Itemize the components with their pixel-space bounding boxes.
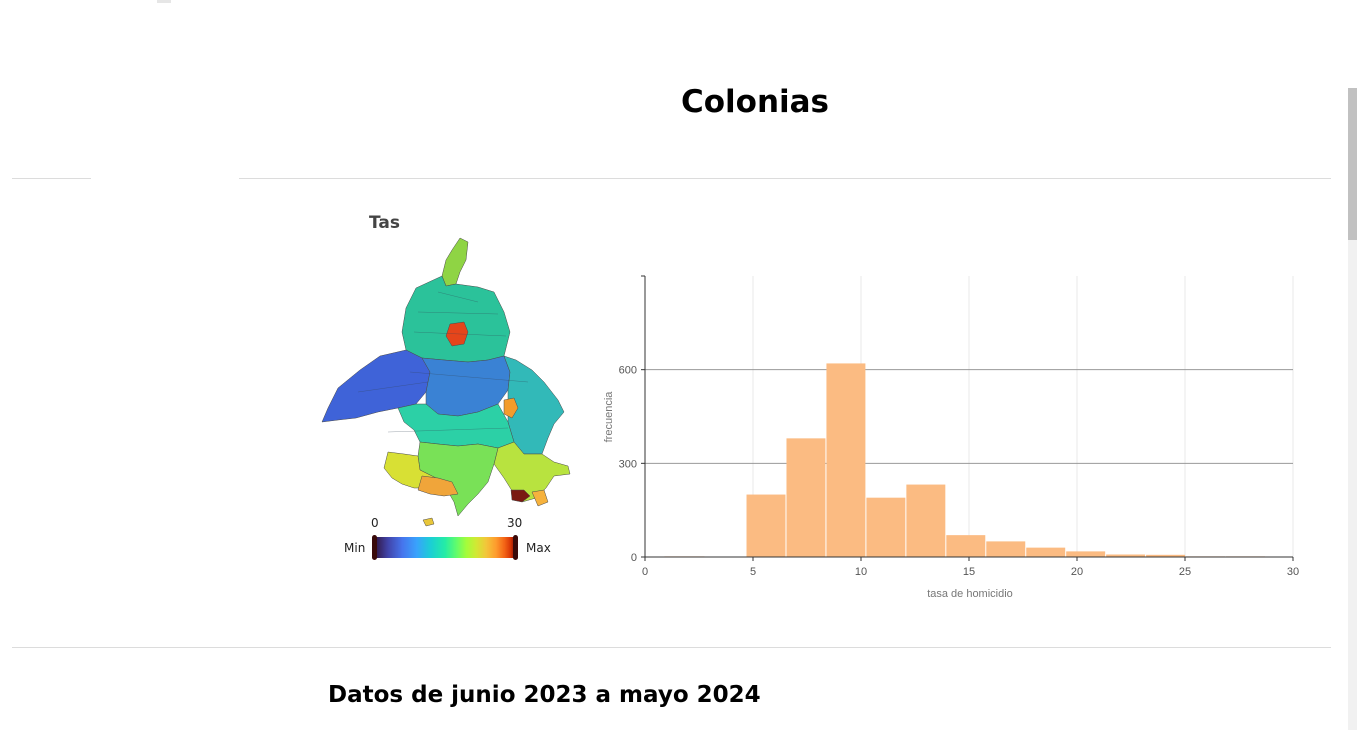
map-region-south-orange	[417, 475, 459, 497]
histogram-bar[interactable]	[946, 535, 986, 557]
histogram-bars	[664, 363, 1265, 557]
map-region-southeast-hotspot	[510, 489, 531, 503]
legend-max-value: 30	[507, 516, 523, 530]
x-axis-label: tasa de homicidio	[927, 588, 1013, 600]
choropleth-map[interactable]	[318, 232, 578, 532]
x-tick-label: 10	[855, 566, 867, 578]
legend-max-handle[interactable]	[513, 535, 518, 560]
y-tick-label: 0	[631, 552, 637, 564]
map-region-hotspot-east	[503, 397, 519, 419]
histogram-bar[interactable]	[866, 497, 906, 557]
y-tick-label: 600	[619, 365, 637, 377]
map-region-islet	[422, 517, 435, 527]
divider-bottom	[12, 647, 1331, 648]
histogram-bar[interactable]	[1066, 551, 1106, 557]
scrollbar-thumb[interactable]	[1348, 88, 1357, 240]
y-axis-label: frecuencia	[603, 391, 615, 443]
histogram-bar[interactable]	[746, 494, 786, 557]
legend-min-label: Min	[344, 541, 366, 555]
legend-min-value: 0	[371, 516, 379, 530]
histogram-bar[interactable]	[906, 484, 946, 557]
histogram-bar[interactable]	[1146, 554, 1186, 557]
gridlines	[645, 276, 1294, 557]
x-tick-label: 20	[1071, 566, 1083, 578]
x-tick-label: 0	[642, 566, 648, 578]
map-regions	[321, 237, 571, 527]
scrollbar-track[interactable]	[1348, 88, 1357, 730]
map-region-north	[441, 237, 469, 287]
divider-left	[12, 178, 91, 179]
top-fragment-left	[157, 0, 171, 3]
map-title: Tas	[369, 213, 400, 233]
x-tick-label: 25	[1179, 566, 1191, 578]
page-title: Colonias	[680, 84, 830, 120]
x-tick-label: 5	[750, 566, 756, 578]
histogram-bar[interactable]	[986, 541, 1026, 557]
histogram-bar[interactable]	[1106, 554, 1146, 557]
y-tick-label: 300	[619, 458, 637, 470]
x-tick-label: 15	[963, 566, 975, 578]
x-tick-label: 30	[1287, 566, 1299, 578]
map-region-borders	[357, 291, 529, 433]
histogram-bar[interactable]	[786, 438, 826, 557]
divider-top	[239, 178, 1331, 179]
map-region-southeast	[493, 441, 571, 503]
section-title: Datos de junio 2023 a mayo 2024	[328, 682, 761, 708]
legend-colorbar	[374, 537, 516, 558]
map-region-southeast-orange	[531, 489, 549, 507]
histogram-bar[interactable]	[1026, 547, 1066, 557]
legend-min-handle[interactable]	[372, 535, 377, 560]
legend-max-label: Max	[526, 541, 551, 555]
histogram-bar[interactable]	[826, 363, 866, 557]
map-region-north-central	[401, 275, 511, 363]
